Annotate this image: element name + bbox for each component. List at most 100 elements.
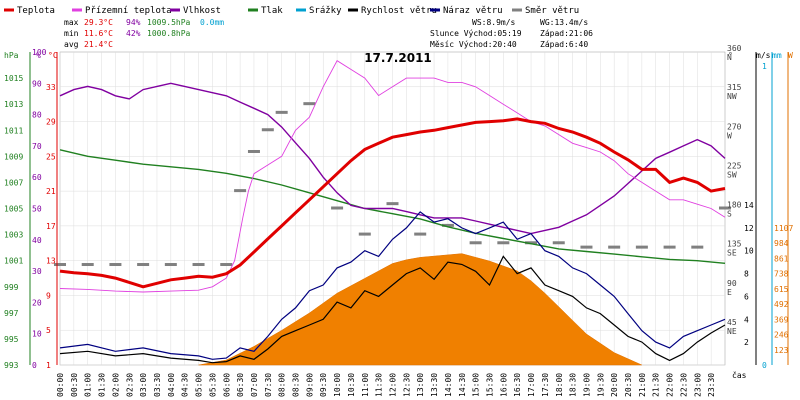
direction-tick-degree: 225: [727, 161, 742, 170]
humidity-tick-label: 0: [32, 361, 37, 370]
wind-tick-label: 4: [744, 315, 749, 324]
temp-tick-label: 17: [46, 222, 56, 231]
x-tick-label: 04:00: [167, 373, 176, 397]
wind-direction-mark: [261, 128, 274, 132]
wind-direction-mark: [719, 206, 731, 210]
direction-tick-degree: 180: [727, 201, 742, 210]
wind-direction-mark: [635, 245, 648, 249]
solar-tick-label: 738: [774, 270, 789, 279]
stats-moon: Měsíc Východ:20:40: [430, 40, 517, 49]
wind-direction-marks: [54, 102, 731, 267]
direction-tick-compass: NE: [727, 327, 737, 336]
wind-direction-mark: [358, 232, 371, 236]
x-tick-label: 06:30: [236, 373, 245, 397]
direction-tick-compass: NW: [727, 92, 737, 101]
pressure-line: [59, 149, 726, 264]
x-tick-label: 00:30: [70, 373, 79, 397]
x-tick-label: 01:00: [84, 373, 93, 397]
rain-tick-label: 0: [762, 361, 767, 370]
legend-label: Náraz větru: [443, 6, 503, 16]
x-tick-label: 06:00: [222, 373, 231, 397]
x-tick-label: 03:30: [153, 373, 162, 397]
x-tick-label: 11:30: [375, 373, 384, 397]
x-tick-label: 12:00: [389, 373, 398, 397]
x-tick-label: 16:00: [499, 373, 508, 397]
stats-wg: WG:13.4m/s: [540, 18, 588, 27]
pressure-tick-label: 1007: [4, 178, 23, 187]
x-tick-label: 19:00: [582, 373, 591, 397]
legend-label: Rychlost větru: [361, 6, 437, 16]
wind-speed-line: [59, 255, 726, 364]
temp-tick-label: 9: [46, 291, 51, 300]
axis-unit-labels: hPa % °C ° m/s mm W čas: [4, 51, 793, 380]
wind-direction-mark: [414, 232, 427, 236]
wind-direction-mark: [220, 263, 233, 267]
humidity-tick-label: 30: [32, 267, 42, 276]
temp-tick-label: 29: [46, 118, 56, 127]
x-tick-label: 09:00: [305, 373, 314, 397]
x-tick-label: 02:30: [125, 373, 134, 397]
humidity-tick-label: 80: [32, 111, 42, 120]
x-tick-label: 10:30: [347, 373, 356, 397]
pressure-tick-label: 1013: [4, 100, 23, 109]
humidity-tick-label: 100: [32, 48, 47, 57]
temp-tick-label: 25: [46, 152, 56, 161]
legend-label: Přízemní teplota: [85, 6, 172, 16]
rain-tick-label: 1: [762, 62, 767, 71]
wind-tick-label: 2: [744, 338, 749, 347]
wind-tick-label: 10: [744, 247, 754, 256]
unit-w: W: [788, 51, 793, 60]
x-tick-label: 05:00: [195, 373, 204, 397]
humidity-tick-label: 70: [32, 142, 42, 151]
direction-tick-degree: 90: [727, 279, 737, 288]
solar-radiation-area: [198, 253, 642, 366]
unit-pct: %: [36, 51, 41, 60]
direction-tick-compass: W: [727, 131, 732, 140]
x-tick-label: 03:00: [139, 373, 148, 397]
pressure-tick-label: 993: [4, 361, 19, 370]
stats-ws: WS:8.9m/s: [472, 18, 516, 27]
pressure-tick-label: 999: [4, 283, 19, 292]
wind-direction-mark: [469, 241, 482, 245]
x-tick-label: 09:30: [319, 373, 328, 397]
x-tick-label: 15:30: [485, 373, 494, 397]
wind-tick-label: 6: [744, 292, 749, 301]
legend: Teplota Přízemní teplota Vlhkost Tlak Srážky…: [4, 6, 579, 16]
humidity-tick-label: 60: [32, 173, 42, 182]
x-tick-label: 17:30: [541, 373, 550, 397]
solar-tick-label: 492: [774, 300, 789, 309]
x-tick-label: 18:30: [569, 373, 578, 397]
gridlines: [59, 52, 725, 366]
data-lines: [59, 60, 726, 364]
stats-sun: Slunce Východ:05:19: [430, 29, 522, 38]
stats-min-press: 1000.8hPa: [147, 29, 191, 38]
x-tick-label: 17:00: [527, 373, 536, 397]
stats-max-label: max: [64, 18, 79, 27]
direction-tick-degree: 270: [727, 122, 742, 131]
x-tick-label: 01:30: [98, 373, 107, 397]
legend-label: Vlhkost: [183, 6, 221, 16]
humidity-tick-label: 10: [32, 330, 42, 339]
unit-deg: °: [728, 51, 733, 60]
stats-max-hum: 94%: [126, 18, 141, 27]
wind-direction-mark: [331, 206, 344, 210]
x-tick-label: 22:30: [679, 373, 688, 397]
stats-max-press: 1009.5hPa: [147, 18, 191, 27]
solar-tick-label: 861: [774, 254, 789, 263]
x-tick-label: 13:00: [416, 373, 425, 397]
x-tick-label: 07:00: [250, 373, 259, 397]
direction-tick-compass: SE: [727, 249, 737, 258]
wind-direction-mark: [608, 245, 621, 249]
stats-sun-set: Západ:21:06: [540, 29, 593, 38]
x-tick-label: 08:30: [292, 373, 301, 397]
wind-direction-mark: [54, 263, 66, 267]
stats-min-hum: 42%: [126, 29, 141, 38]
solar-tick-label: 615: [774, 285, 789, 294]
direction-tick-compass: S: [727, 210, 732, 219]
x-tick-label: 21:00: [638, 373, 647, 397]
stats-block: max 29.3°C 94% 1009.5hPa 0.0mm min 11.6°…: [64, 18, 593, 49]
direction-tick-compass: E: [727, 288, 732, 297]
chart-title: 17.7.2011: [364, 51, 432, 65]
stats-min-temp: 11.6°C: [84, 29, 113, 38]
